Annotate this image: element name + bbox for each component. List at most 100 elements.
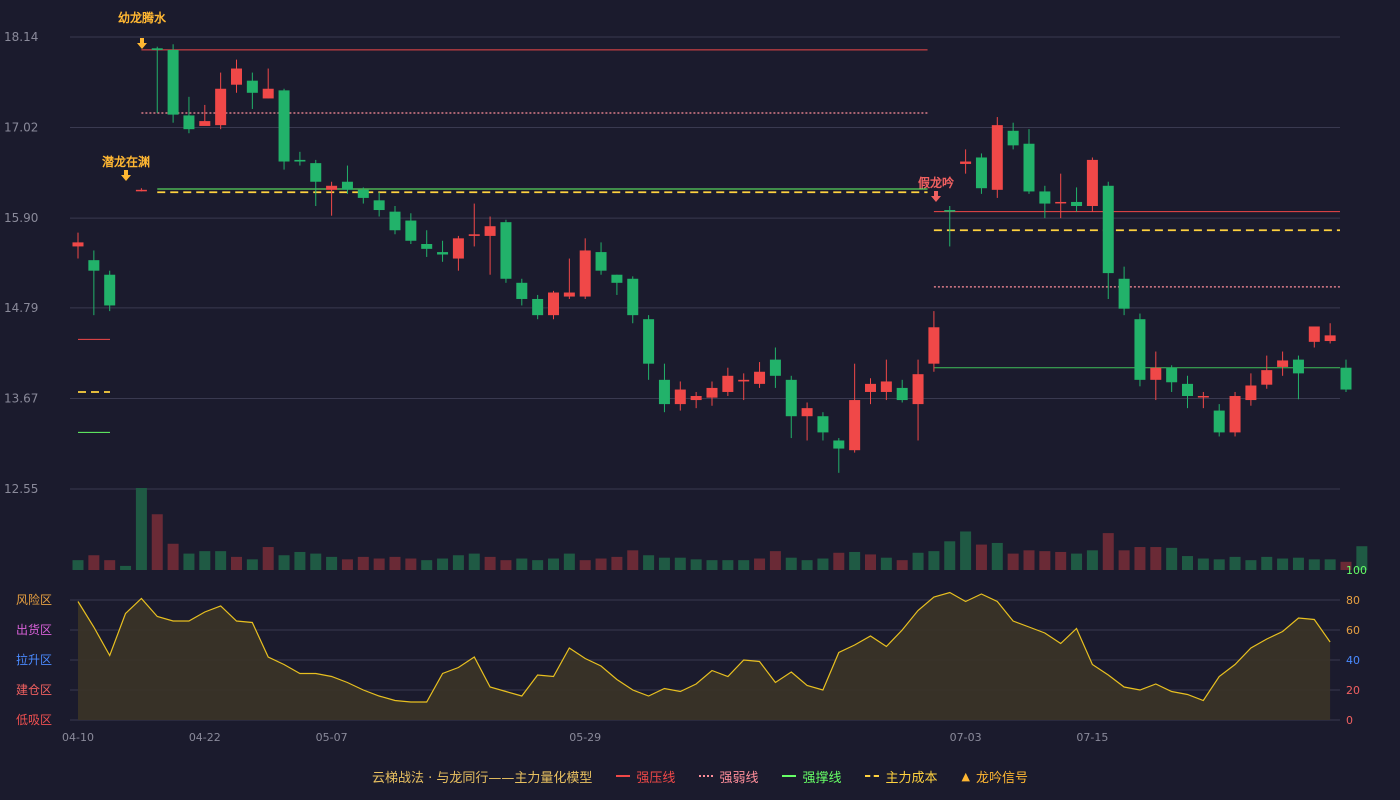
candle-body xyxy=(468,234,480,236)
candle-body xyxy=(167,49,179,115)
volume-bar xyxy=(516,558,528,570)
volume-bar xyxy=(1055,551,1067,570)
candle-body xyxy=(738,379,750,382)
volume-bar xyxy=(563,553,575,570)
volume-bar xyxy=(975,544,987,570)
volume-bar xyxy=(262,547,274,570)
candle-body xyxy=(357,189,369,198)
candle-body xyxy=(1007,130,1019,146)
price-tick-label: 17.02 xyxy=(4,121,38,135)
volume-bar xyxy=(231,556,242,570)
volume-bar xyxy=(1134,547,1146,570)
volume-bar xyxy=(484,556,496,570)
volume-bar xyxy=(120,565,132,570)
candle-body xyxy=(88,260,100,271)
osc-line xyxy=(77,591,1331,703)
volume-bar xyxy=(215,551,227,570)
candle-body xyxy=(452,238,464,259)
candle-body xyxy=(199,121,211,126)
volume-bar xyxy=(246,559,258,570)
candle-body xyxy=(896,387,908,401)
volume-bar xyxy=(1324,559,1336,570)
volume-bar xyxy=(1118,550,1130,570)
candle-body xyxy=(1134,319,1146,380)
candle-body xyxy=(72,242,84,247)
volume-bar xyxy=(754,558,766,570)
candle-body xyxy=(437,252,449,255)
volume-bar xyxy=(833,552,845,570)
candle-body xyxy=(1261,370,1273,385)
candle-body xyxy=(785,379,797,417)
candle-body xyxy=(643,319,655,364)
osc-tick-label: 60 xyxy=(1346,624,1360,637)
volume-bar xyxy=(294,551,306,570)
volume-bar xyxy=(991,542,1003,570)
volume-bar xyxy=(722,560,734,570)
triangle-icon: ▲ xyxy=(961,769,970,783)
candle-body xyxy=(801,408,813,417)
candle-body xyxy=(991,125,1003,190)
osc-tick-label: 40 xyxy=(1346,654,1360,667)
osc-area xyxy=(78,592,1331,720)
volume-bar xyxy=(151,514,163,570)
volume-bar xyxy=(357,556,369,570)
candle-body xyxy=(1292,359,1304,374)
candle-body xyxy=(1182,383,1193,397)
candle-body xyxy=(246,80,258,93)
volume-bar xyxy=(1261,556,1273,570)
signal-label: 假龙吟 xyxy=(918,175,954,190)
legend-item-weak[interactable]: 强弱线 xyxy=(699,767,758,786)
osc-tick-label: 80 xyxy=(1346,594,1360,607)
candle-body xyxy=(1055,201,1067,204)
volume-bar xyxy=(960,531,972,570)
volume-bar xyxy=(326,556,338,570)
price-tick-label: 14.79 xyxy=(4,301,38,315)
candle-body xyxy=(658,379,670,405)
signal-label: 潜龙在渊 xyxy=(102,154,150,169)
candle-body xyxy=(1229,396,1241,433)
volume-bar xyxy=(1356,546,1368,570)
volume-bar xyxy=(801,560,813,570)
candle-body xyxy=(231,68,242,85)
volume-bar xyxy=(1213,559,1225,570)
volume-bar xyxy=(1277,558,1289,570)
candle-body xyxy=(151,48,163,50)
volume-bar xyxy=(1071,553,1083,570)
osc-zone-label: 风险区 xyxy=(16,592,52,607)
candle-body xyxy=(1166,367,1178,383)
volume-bar xyxy=(1086,550,1098,570)
candle-body xyxy=(215,88,227,126)
volume-bar xyxy=(1308,559,1320,570)
candle-body xyxy=(341,181,353,190)
legend-item-support[interactable]: 强撑线 xyxy=(782,767,841,786)
volume-bar xyxy=(405,558,417,570)
candle-body xyxy=(1102,185,1114,274)
candle-body xyxy=(135,189,147,192)
candle-body xyxy=(1086,159,1098,206)
volume-bar xyxy=(928,551,940,570)
candle-body xyxy=(674,389,686,405)
legend-title: 云梯战法 · 与龙同行——主力量化模型 xyxy=(372,767,592,786)
candle-body xyxy=(722,375,734,392)
price-axis: 18.14 17.02 15.90 14.79 13.67 12.55 xyxy=(4,30,38,496)
signal-arrow-icon xyxy=(137,38,147,49)
legend-label: 强撑线 xyxy=(802,770,842,786)
legend-item-pressure[interactable]: 强压线 xyxy=(616,767,675,786)
candle-body xyxy=(389,211,401,231)
candle-body xyxy=(1277,360,1289,367)
signal-arrow-icon xyxy=(121,170,131,181)
volume-bar xyxy=(373,558,385,570)
candle-body xyxy=(690,396,702,401)
volume-bar xyxy=(880,557,892,570)
legend-item-signal[interactable]: ▲ 龙吟信号 xyxy=(961,767,1027,786)
osc-tick-label: 0 xyxy=(1346,714,1353,727)
volume-bar xyxy=(452,555,464,570)
volume-bar xyxy=(643,555,655,570)
volume-bar xyxy=(849,551,861,570)
volume-bar xyxy=(627,550,639,570)
candle-body xyxy=(817,416,829,433)
legend-item-cost[interactable]: 主力成本 xyxy=(865,767,937,786)
candle-body xyxy=(1197,396,1209,398)
